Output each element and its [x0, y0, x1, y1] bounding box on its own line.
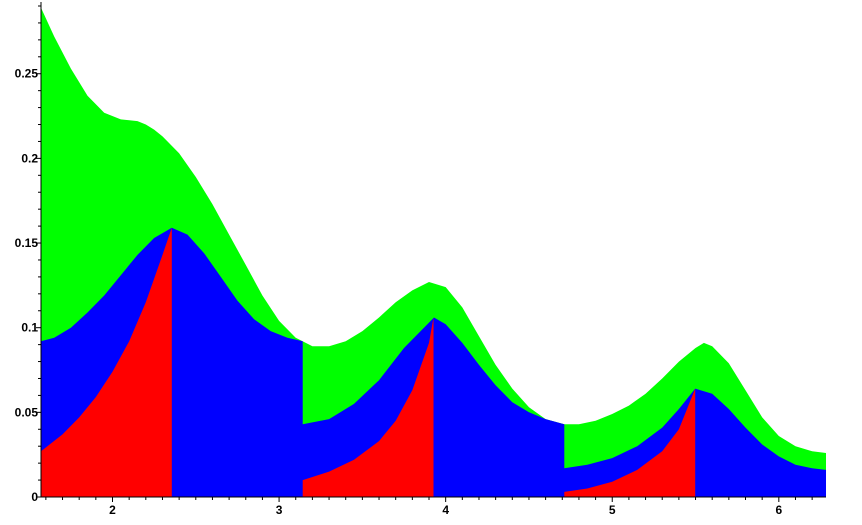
x-tick-label: 4 — [442, 503, 449, 517]
axis-layer: 0 0.05 0.1 0.15 0.2 0.25 2 3 4 5 6 — [15, 2, 826, 517]
x-tick-label: 3 — [276, 503, 283, 517]
series-area-2 — [41, 227, 696, 498]
y-tick-label: 0.05 — [15, 405, 39, 419]
y-tick-label: 0.2 — [21, 151, 38, 165]
series-layer — [41, 7, 826, 498]
y-tick-label: 0.25 — [15, 67, 39, 81]
x-tick-label: 6 — [775, 503, 782, 517]
x-tick-label: 2 — [109, 503, 116, 517]
y-tick-label: 0.15 — [15, 236, 39, 250]
y-tick-label: 0.1 — [21, 321, 38, 335]
x-tick-label: 5 — [609, 503, 616, 517]
y-tick-label: 0 — [31, 490, 38, 504]
